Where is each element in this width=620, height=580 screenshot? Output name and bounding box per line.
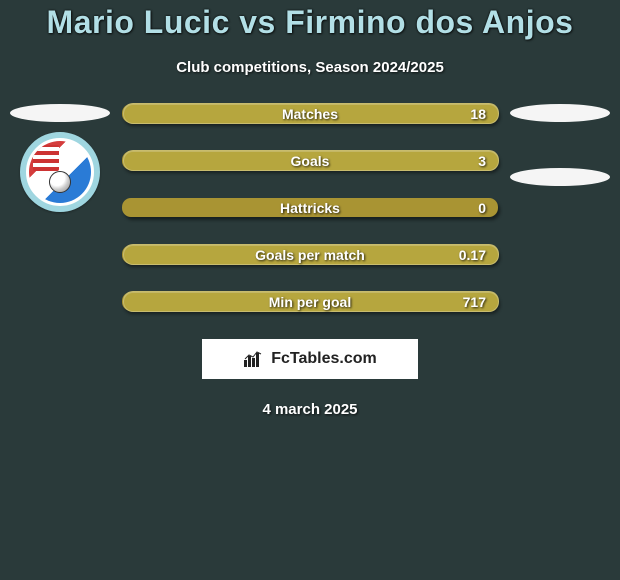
stat-value-right: 717 [463,294,486,310]
stat-label: Goals [291,153,330,169]
club-logo-inner [29,141,91,203]
comparison-card: Mario Lucic vs Firmino dos Anjos Club co… [0,0,620,418]
stat-bar: Matches 18 [122,104,498,123]
stat-label: Matches [282,106,338,122]
player-name-placeholder-left [10,104,110,122]
player-name-placeholder-right-2 [510,168,610,186]
player-left-column [8,104,112,212]
stat-bar: Goals per match 0.17 [122,245,498,264]
stats-bars: Matches 18 Goals 3 Hattricks 0 Goals per match… [122,104,498,311]
brand-name: FcTables.com [271,350,377,368]
stat-value-right: 3 [478,153,486,169]
stat-value-right: 18 [470,106,486,122]
player-name-placeholder-right-1 [510,104,610,122]
stat-bar: Goals 3 [122,151,498,170]
stat-label: Goals per match [255,247,365,263]
player-right-column [508,104,612,186]
bar-chart-icon [243,350,265,368]
club-logo-checker [33,145,59,171]
stat-bar: Min per goal 717 [122,292,498,311]
stat-label: Min per goal [269,294,351,310]
page-subtitle: Club competitions, Season 2024/2025 [0,59,620,76]
stat-value-right: 0.17 [459,247,486,263]
stat-label: Hattricks [280,200,340,216]
stat-value-right: 0 [478,200,486,216]
stat-bar: Hattricks 0 [122,198,498,217]
page-title: Mario Lucic vs Firmino dos Anjos [0,4,620,41]
club-logo-left [20,132,100,212]
date-label: 4 march 2025 [0,401,620,418]
comparison-row: Matches 18 Goals 3 Hattricks 0 Goals per match… [0,104,620,311]
club-logo-ball-icon [49,171,71,193]
brand-attribution[interactable]: FcTables.com [202,339,418,379]
